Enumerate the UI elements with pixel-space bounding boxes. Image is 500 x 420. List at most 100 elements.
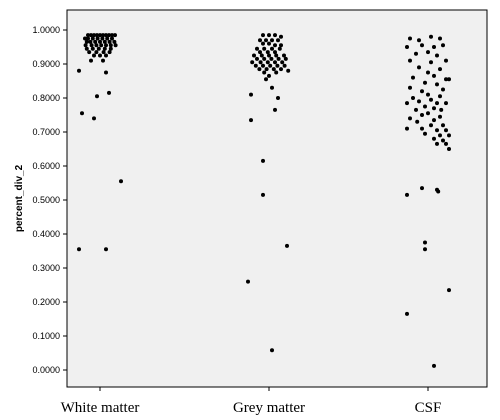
- data-point: [286, 68, 291, 73]
- data-point: [98, 53, 102, 58]
- data-point: [90, 36, 95, 41]
- y-tick-label: 0.1000: [32, 331, 60, 341]
- data-point: [275, 63, 280, 68]
- data-point: [420, 89, 424, 94]
- data-point: [258, 38, 262, 43]
- data-point: [415, 119, 420, 124]
- data-point: [405, 126, 409, 131]
- data-point: [93, 39, 98, 44]
- data-point: [104, 33, 108, 38]
- data-point: [94, 50, 99, 55]
- data-point: [273, 33, 277, 38]
- data-point: [417, 65, 421, 70]
- data-point: [441, 138, 445, 143]
- data-point: [107, 50, 112, 55]
- data-point: [89, 43, 94, 48]
- data-point: [420, 126, 424, 131]
- data-point: [276, 96, 280, 100]
- data-point: [426, 111, 430, 116]
- data-point: [264, 67, 269, 72]
- data-point: [274, 70, 279, 75]
- data-point: [107, 33, 111, 38]
- data-point: [250, 60, 255, 65]
- data-point: [438, 36, 442, 41]
- data-point: [444, 77, 448, 82]
- data-point: [423, 80, 427, 85]
- data-point: [261, 192, 265, 197]
- y-tick-label: 0.6000: [32, 161, 60, 171]
- data-point: [432, 45, 436, 49]
- data-point: [89, 33, 93, 38]
- data-point: [408, 36, 412, 41]
- data-point: [271, 67, 276, 72]
- data-point: [438, 94, 442, 99]
- data-point: [87, 50, 92, 55]
- data-point: [80, 111, 84, 116]
- data-point: [92, 116, 96, 121]
- data-point: [100, 36, 105, 41]
- data-point: [265, 50, 270, 55]
- data-point: [268, 63, 273, 68]
- data-point: [438, 114, 442, 119]
- data-point: [423, 131, 427, 136]
- data-point: [432, 363, 436, 368]
- data-point: [258, 60, 263, 65]
- data-point: [277, 46, 282, 51]
- data-point: [444, 101, 448, 106]
- data-point: [441, 87, 445, 92]
- data-point: [435, 141, 439, 146]
- data-point: [89, 58, 93, 63]
- data-point: [84, 39, 89, 44]
- data-point: [282, 53, 286, 58]
- y-tick-label: 0.8000: [32, 93, 60, 103]
- data-point: [104, 70, 108, 75]
- data-point: [282, 63, 287, 68]
- data-point: [405, 192, 409, 197]
- data-point: [438, 133, 442, 138]
- data-point: [95, 94, 99, 99]
- data-point: [249, 118, 253, 123]
- data-point: [262, 70, 267, 75]
- data-point: [113, 43, 118, 48]
- y-axis-title: percent_div_2: [14, 164, 25, 232]
- y-tick-label: 1.0000: [32, 25, 60, 35]
- data-point: [95, 36, 100, 41]
- data-point: [102, 46, 107, 51]
- data-point: [273, 43, 277, 48]
- data-point: [119, 179, 123, 184]
- data-point: [83, 36, 87, 41]
- data-point: [432, 73, 436, 78]
- data-point: [107, 90, 111, 95]
- data-point: [92, 33, 96, 38]
- data-point: [258, 50, 262, 55]
- data-point: [264, 77, 268, 82]
- data-point: [101, 33, 105, 38]
- data-point: [104, 247, 108, 252]
- data-point: [264, 38, 268, 43]
- data-point: [96, 46, 101, 51]
- data-point: [444, 128, 448, 133]
- data-point: [276, 56, 281, 61]
- data-point: [113, 33, 117, 38]
- data-point: [432, 118, 436, 123]
- data-point: [441, 43, 445, 48]
- y-tick-label: 0.4000: [32, 229, 60, 239]
- data-point: [270, 348, 274, 353]
- data-point: [405, 101, 409, 106]
- data-point: [261, 158, 265, 163]
- data-point: [86, 33, 90, 38]
- data-point: [429, 97, 433, 102]
- data-point: [447, 147, 451, 151]
- y-tick-label: 0.9000: [32, 59, 60, 69]
- data-point: [444, 141, 448, 146]
- data-point: [261, 33, 265, 38]
- data-point: [426, 92, 430, 97]
- data-point: [274, 53, 279, 58]
- data-point: [92, 53, 96, 58]
- y-tick-label: 0.0000: [32, 365, 60, 375]
- data-point: [77, 68, 81, 73]
- data-point: [95, 33, 99, 38]
- data-point: [405, 311, 409, 316]
- data-point: [280, 60, 285, 65]
